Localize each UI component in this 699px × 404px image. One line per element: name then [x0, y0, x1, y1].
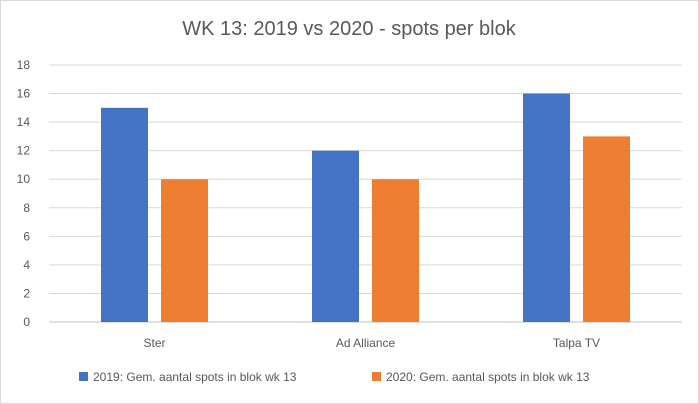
bar-2019-ad-alliance: [312, 150, 359, 322]
legend-label: 2019: Gem. aantal spots in blok wk 13: [93, 370, 297, 384]
y-tick-label: 16: [17, 87, 31, 101]
legend-swatch: [79, 372, 88, 381]
category-label: Ad Alliance: [336, 336, 396, 350]
category-label: Talpa TV: [553, 336, 600, 350]
y-tick-label: 14: [17, 115, 31, 129]
y-tick-label: 4: [23, 258, 30, 272]
legend-label: 2020: Gem. aantal spots in blok wk 13: [386, 370, 590, 384]
bar-2019-ster: [101, 107, 148, 322]
y-tick-label: 18: [17, 58, 31, 72]
y-tick-label: 10: [17, 172, 31, 186]
bar-2020-ster: [161, 179, 208, 322]
y-tick-label: 6: [23, 229, 30, 243]
y-tick-label: 0: [23, 315, 30, 329]
chart-title: WK 13: 2019 vs 2020 - spots per blok: [182, 18, 517, 40]
bar-2020-ad-alliance: [372, 179, 419, 322]
y-tick-label: 8: [23, 201, 30, 215]
legend-swatch: [372, 372, 381, 381]
bar-2019-talpa-tv: [523, 93, 570, 322]
y-tick-label: 12: [17, 144, 31, 158]
bar-2020-talpa-tv: [583, 136, 630, 322]
y-tick-label: 2: [23, 286, 30, 300]
category-label: Ster: [143, 336, 165, 350]
